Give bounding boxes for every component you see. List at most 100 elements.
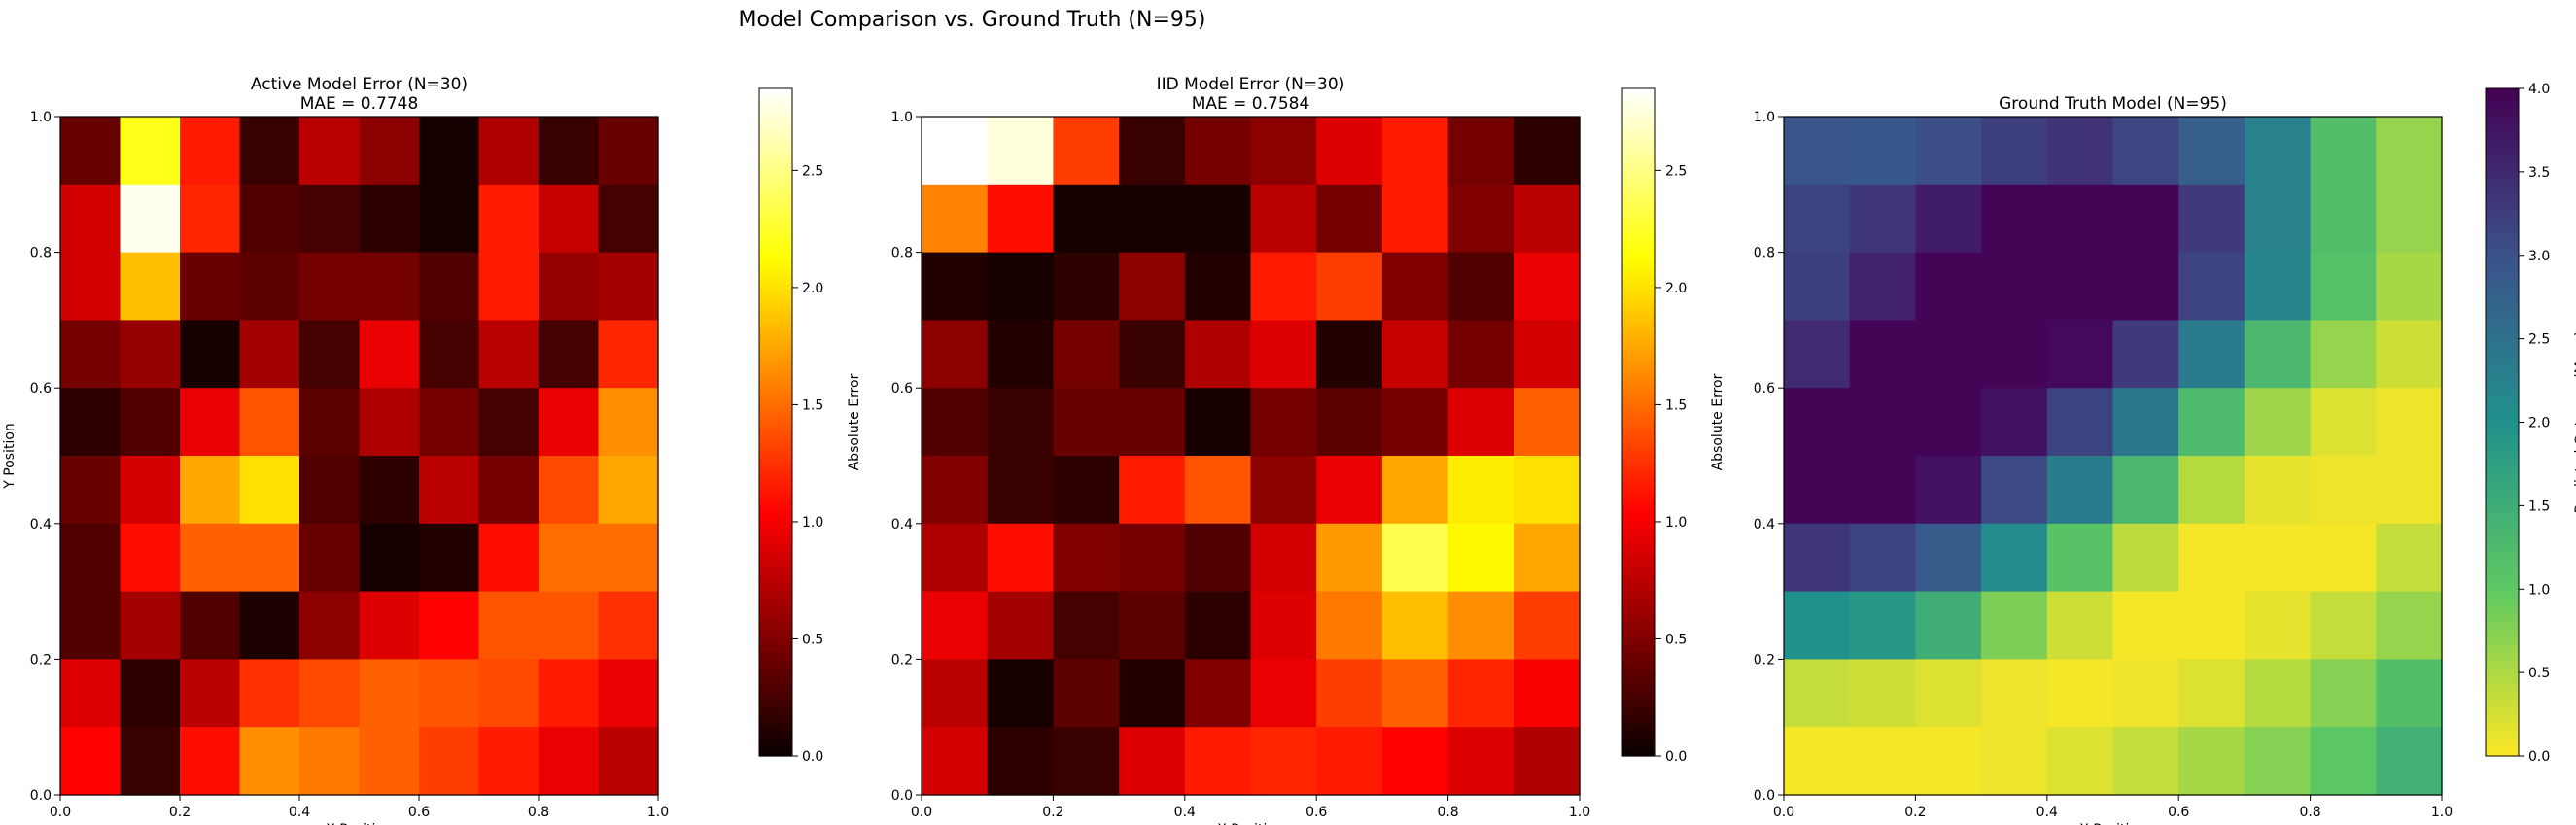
heatmap-cell <box>419 727 480 796</box>
heatmap-cell <box>1849 523 1916 593</box>
heatmap-cell <box>60 456 122 525</box>
colorbar-segment <box>2486 271 2519 279</box>
plot-frame <box>1783 116 2443 796</box>
colorbar-segment <box>759 260 792 267</box>
colorbar: 0.0 0.5 1.0 1.5 2.0 2.5 Absolute Error <box>758 87 862 765</box>
heatmap-cell <box>1784 184 1851 254</box>
heatmap-cell <box>180 659 241 728</box>
colorbar-tick-label: 1.5 <box>2528 498 2550 514</box>
heatmap-cell <box>987 320 1054 389</box>
heatmap-cell <box>1981 591 2048 660</box>
colorbar-segment <box>1622 611 1655 618</box>
heatmap-cell <box>60 727 122 796</box>
colorbar-tick-label: 2.0 <box>802 281 823 296</box>
colorbar-segment <box>1622 316 1655 324</box>
heatmap-cell <box>1915 456 1982 525</box>
heatmap-cell <box>1184 659 1252 728</box>
colorbar-segment <box>1622 327 1655 334</box>
colorbar-segment <box>1622 116 1655 122</box>
colorbar-segment <box>2486 438 2519 445</box>
colorbar-segment <box>2486 227 2519 234</box>
colorbar-segment <box>1622 605 1655 612</box>
colorbar-segment <box>2486 734 2519 740</box>
heatmap-cell <box>419 523 480 593</box>
colorbar-segment <box>2486 544 2519 551</box>
colorbar-segment <box>759 316 792 324</box>
colorbar-segment <box>1622 428 1655 434</box>
heatmap-cell <box>922 184 989 254</box>
y-tick-label: 0.8 <box>30 246 52 261</box>
heatmap-cell <box>1053 659 1120 728</box>
colorbar-segment <box>2486 567 2519 573</box>
heatmap-cell <box>1514 591 1581 660</box>
colorbar-segment <box>759 183 792 189</box>
colorbar-segment <box>1622 311 1655 318</box>
colorbar-segment <box>2486 316 2519 324</box>
heatmap-cell <box>1915 523 1982 593</box>
heatmap-cell <box>539 456 600 525</box>
x-tick-label: 0.6 <box>408 805 430 820</box>
heatmap-cell <box>922 320 989 389</box>
heatmap-cell <box>2046 523 2114 593</box>
heatmap-cell <box>2244 252 2312 321</box>
colorbar-segment <box>1622 594 1655 602</box>
colorbar-segment <box>2486 477 2519 485</box>
colorbar-segment <box>2486 183 2519 189</box>
x-tick-label: 0.4 <box>2036 805 2058 820</box>
heatmap-cell <box>2046 320 2114 389</box>
colorbar-segment <box>759 222 792 228</box>
colorbar-segment <box>759 711 792 718</box>
colorbar-tick-label: 2.5 <box>1665 163 1687 179</box>
heatmap-cell <box>598 184 659 254</box>
colorbar-segment <box>1622 577 1655 585</box>
plot-frame <box>921 116 1581 796</box>
heatmap-cell <box>299 523 361 593</box>
colorbar-segment <box>1622 489 1655 496</box>
colorbar-segment <box>2486 655 2519 663</box>
colorbar-segment <box>2486 394 2519 401</box>
colorbar-segment <box>2486 355 2519 362</box>
colorbar-segment <box>2486 277 2519 284</box>
colorbar-tick-label: 1.0 <box>802 515 823 531</box>
colorbar-segment <box>2486 232 2519 240</box>
heatmap-cell <box>1447 456 1514 525</box>
heatmap-cell <box>239 184 300 254</box>
colorbar-segment <box>2486 311 2519 318</box>
colorbar-segment <box>759 616 792 624</box>
x-tick-label: 0.2 <box>1042 805 1063 820</box>
heatmap-cell <box>478 727 540 796</box>
colorbar-segment <box>759 744 792 751</box>
heatmap-cell <box>987 591 1054 660</box>
colorbar-segment <box>1622 189 1655 195</box>
colorbar-segment <box>759 432 792 440</box>
colorbar-segment <box>1622 477 1655 485</box>
heatmap-cell <box>1184 320 1252 389</box>
colorbar-segment <box>1622 166 1655 173</box>
x-tick-label: 0.8 <box>528 805 549 820</box>
x-tick-label: 0.0 <box>1773 805 1794 820</box>
colorbar-segment <box>1622 561 1655 567</box>
heatmap-cell <box>2244 184 2312 254</box>
colorbar-segment <box>759 361 792 367</box>
heatmap-cell <box>120 727 181 796</box>
colorbar-segment <box>2486 499 2519 506</box>
heatmap-cell <box>1119 320 1186 389</box>
colorbar-segment <box>1622 88 1655 95</box>
heatmap-cell <box>478 523 540 593</box>
colorbar-segment <box>759 494 792 501</box>
heatmap-cell <box>120 117 181 186</box>
colorbar-segment <box>759 455 792 463</box>
heatmap-cell <box>1981 320 2048 389</box>
heatmap-cell <box>598 523 659 593</box>
heatmap-cell <box>2046 184 2114 254</box>
heatmap-cell <box>2244 727 2312 796</box>
colorbar-segment <box>2486 505 2519 512</box>
heatmap-cell <box>1784 591 1851 660</box>
colorbar-segment <box>759 299 792 306</box>
colorbar-segment <box>759 438 792 445</box>
colorbar-segment <box>1622 628 1655 635</box>
colorbar-segment <box>1622 210 1655 218</box>
colorbar-segment <box>759 344 792 351</box>
colorbar-segment <box>759 127 792 134</box>
colorbar-segment <box>2486 260 2519 267</box>
